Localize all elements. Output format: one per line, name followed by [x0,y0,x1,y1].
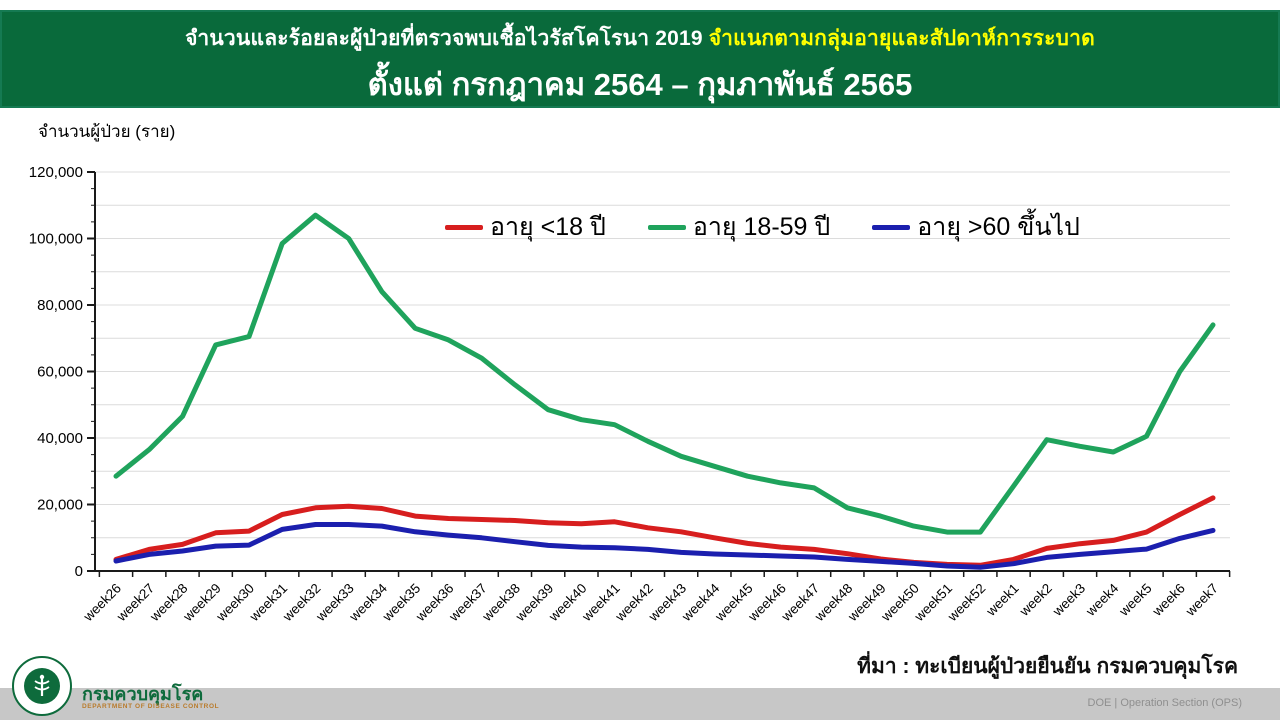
svg-text:120,000: 120,000 [29,164,83,181]
svg-text:40,000: 40,000 [37,430,83,447]
caduceus-icon [24,668,60,704]
chart-legend: อายุ <18 ปี อายุ 18-59 ปี อายุ >60 ขึ้นไ… [445,207,1080,247]
chart-title-main: จำนวนและร้อยละผู้ป่วยที่ตรวจพบเชื้อไวรัส… [185,27,703,50]
svg-text:week3: week3 [1049,581,1088,620]
chart-title-highlight: จำแนกตามกลุ่มอายุและสัปดาห์การระบาด [708,27,1095,50]
legend-line-icon [647,224,686,230]
legend-line-icon [445,224,483,230]
department-seal-icon [12,656,72,716]
svg-text:week6: week6 [1149,581,1188,620]
svg-text:80,000: 80,000 [37,297,83,314]
svg-text:60,000: 60,000 [37,364,83,381]
org-name-english: DEPARTMENT OF DISEASE CONTROL [82,702,220,710]
org-name-block: กรมควบคุมโรค DEPARTMENT OF DISEASE CONTR… [82,685,219,711]
svg-text:week7: week7 [1182,581,1221,620]
seal-ring [12,656,72,716]
source-note: ที่มา : ทะเบียนผู้ป่วยยืนยัน กรมควบคุมโร… [857,655,1238,678]
chart-title: จำนวนและร้อยละผู้ป่วยที่ตรวจพบเชื้อไวรัส… [2,22,1278,55]
svg-text:100,000: 100,000 [29,231,83,248]
legend-label: อายุ >60 ขึ้นไป [917,213,1080,241]
svg-text:week5: week5 [1116,581,1155,620]
footer-ops-label: DOE | Operation Section (OPS) [1087,697,1242,709]
svg-text:week2: week2 [1016,581,1055,620]
legend-label: อายุ <18 ปี [490,213,606,241]
svg-text:week4: week4 [1082,580,1121,619]
org-name-thai: กรมควบคุมโรค [82,684,204,704]
legend-item-over60: อายุ >60 ขึ้นไป [872,207,1080,247]
title-banner: จำนวนและร้อยละผู้ป่วยที่ตรวจพบเชื้อไวรัส… [0,10,1280,108]
footer-bar [0,688,1280,720]
legend-item-18to59: อายุ 18-59 ปี [647,207,831,247]
legend-label: อายุ 18-59 ปี [692,213,831,241]
y-axis-title: จำนวนผู้ป่วย (ราย) [38,122,176,141]
svg-text:0: 0 [75,563,83,580]
svg-text:week1: week1 [983,581,1022,620]
legend-line-icon [872,224,911,230]
svg-text:20,000: 20,000 [37,497,83,514]
legend-item-under18: อายุ <18 ปี [445,207,606,247]
chart-subtitle: ตั้งแต่ กรกฎาคม 2564 – กุมภาพันธ์ 2565 [367,67,913,102]
